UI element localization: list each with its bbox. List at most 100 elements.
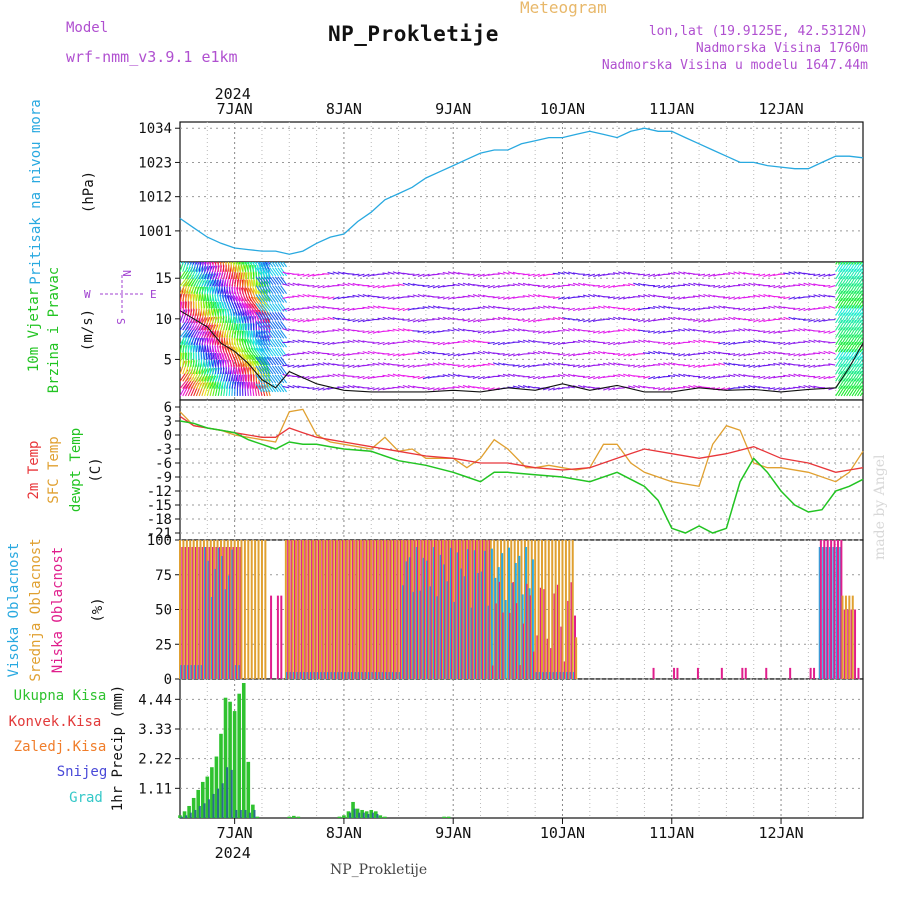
wind-arrow (688, 307, 696, 312)
x-tick-label-bottom: 9JAN (435, 824, 471, 842)
wind-arrow (407, 384, 415, 389)
wind-arrow (859, 262, 863, 265)
wind-arrow (255, 329, 263, 339)
wind-arrow (808, 295, 816, 298)
x-tick-label-top: 10JAN (540, 100, 585, 118)
wind-arrow (397, 353, 405, 357)
wind-arrow (442, 316, 450, 321)
wind-arrow (472, 351, 480, 355)
wind-arrow (467, 294, 475, 298)
wind-arrow (255, 262, 260, 272)
wind-arrow (277, 294, 285, 303)
wind-arrow (312, 363, 320, 366)
wind-arrow (851, 262, 855, 265)
wind-arrow (397, 328, 405, 332)
wind-arrow (246, 381, 249, 396)
x-tick-label-top: 12JAN (758, 100, 803, 118)
wind-arrow (773, 362, 781, 366)
wind-arrow (633, 384, 641, 389)
precip-total-bar (369, 809, 374, 818)
wind-arrow (209, 360, 212, 375)
wind-arrow (527, 319, 535, 323)
wind-arrow (209, 301, 214, 316)
wind-arrow (713, 285, 721, 288)
wind-arrow (693, 339, 701, 343)
wind-arrow (857, 327, 863, 338)
wind-arrow (269, 267, 277, 277)
wind-arrow (266, 294, 274, 303)
wind-arrow (462, 339, 470, 343)
wind-arrow (758, 351, 766, 355)
wind-arrow (407, 319, 415, 322)
wind-arrow (238, 338, 244, 353)
wind-arrow (598, 330, 606, 334)
wind-arrow (261, 320, 268, 330)
precip-total-bar (178, 815, 182, 818)
wind-arrow (347, 340, 355, 343)
wind-arrow (567, 328, 575, 332)
wind-arrow (492, 305, 500, 309)
wind-arrow (382, 341, 390, 346)
wind-arrow (567, 385, 575, 389)
wind-arrow (407, 353, 415, 355)
wind-arrow (859, 332, 863, 338)
wind-arrow (657, 295, 665, 298)
wind-arrow (252, 316, 255, 331)
wind-arrow (225, 262, 227, 265)
wind-arrow (263, 320, 271, 330)
wind-arrow (269, 285, 277, 294)
wind-arrow (327, 341, 335, 346)
wind-arrow (837, 378, 846, 389)
wind-arrow (442, 353, 450, 356)
wind-arrow (277, 320, 285, 330)
wind-arrow (417, 375, 425, 380)
wind-arrow (708, 350, 716, 355)
wind-arrow (261, 374, 268, 384)
wind-arrow (222, 353, 227, 367)
wind-arrow (242, 323, 245, 338)
wind-arrow (228, 287, 233, 302)
wind-arrow (412, 294, 420, 298)
wind-arrow (222, 262, 225, 265)
wind-arrow (253, 309, 260, 324)
wind-arrow (263, 276, 271, 286)
wind-arrow (843, 363, 851, 375)
wind-arrow (482, 330, 490, 334)
wind-arrow (253, 382, 258, 397)
wind-arrow (204, 324, 212, 338)
wind-arrow (537, 305, 545, 309)
wind-arrow (502, 373, 510, 377)
wind-arrow (239, 272, 243, 287)
wind-arrow (512, 318, 520, 321)
wind-arrow (840, 327, 849, 338)
wind-arrow (859, 376, 863, 382)
wind-arrow (212, 279, 217, 294)
wind-arrow (517, 384, 525, 389)
wind-arrow (728, 374, 736, 377)
wind-arrow (753, 339, 761, 343)
wind-arrow (193, 262, 197, 272)
wind-arrow (557, 316, 565, 321)
wind-arrow (728, 307, 736, 309)
wind-arrow (269, 320, 277, 330)
wind-arrow (837, 275, 846, 287)
wind-arrow (209, 352, 214, 367)
wind-arrow (753, 364, 761, 368)
wind-arrow (472, 294, 480, 298)
wind-arrow (332, 329, 340, 332)
wind-arrow (452, 271, 460, 275)
wind-arrow (828, 341, 836, 344)
wind-arrow (837, 385, 846, 397)
wind-arrow (748, 282, 756, 287)
wind-arrow (372, 285, 380, 289)
wind-arrow (477, 330, 485, 334)
wind-arrow (269, 294, 277, 303)
wind-arrow (214, 382, 219, 397)
wind-arrow (352, 319, 360, 323)
wind-arrow (216, 345, 222, 360)
wind-arrow (272, 338, 279, 348)
wind-arrow (248, 381, 252, 397)
wind-arrow (743, 353, 751, 357)
wind-arrow (258, 347, 266, 357)
wind-arrow (673, 316, 681, 321)
